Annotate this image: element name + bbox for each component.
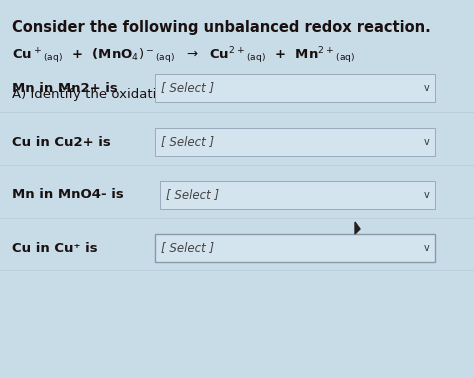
Text: Cu in Cu2+ is: Cu in Cu2+ is [12, 135, 111, 149]
Text: v: v [424, 83, 430, 93]
Text: Cu$^+$$_{\rm{(aq)}}$  +  (MnO$_4)^-$$_{\rm{(aq)}}$  $\rightarrow$  Cu$^{2+}$$_{\: Cu$^+$$_{\rm{(aq)}}$ + (MnO$_4)^-$$_{\rm… [12, 46, 356, 66]
Text: Mn in Mn2+ is: Mn in Mn2+ is [12, 82, 118, 94]
Text: A) identify the oxidation state of the following elements: A) identify the oxidation state of the f… [12, 88, 385, 101]
FancyBboxPatch shape [155, 234, 435, 262]
Text: v: v [424, 190, 430, 200]
Polygon shape [355, 222, 360, 234]
Text: Consider the following unbalanced redox reaction.: Consider the following unbalanced redox … [12, 20, 431, 35]
Text: Cu in Cu⁺ is: Cu in Cu⁺ is [12, 242, 98, 254]
Text: [ Select ]: [ Select ] [161, 242, 214, 254]
FancyBboxPatch shape [155, 128, 435, 156]
Text: [ Select ]: [ Select ] [161, 82, 214, 94]
FancyBboxPatch shape [160, 181, 435, 209]
Text: v: v [424, 137, 430, 147]
Text: [ Select ]: [ Select ] [161, 135, 214, 149]
Text: v: v [424, 243, 430, 253]
Text: Mn in MnO4- is: Mn in MnO4- is [12, 189, 124, 201]
Text: [ Select ]: [ Select ] [166, 189, 219, 201]
FancyBboxPatch shape [155, 74, 435, 102]
